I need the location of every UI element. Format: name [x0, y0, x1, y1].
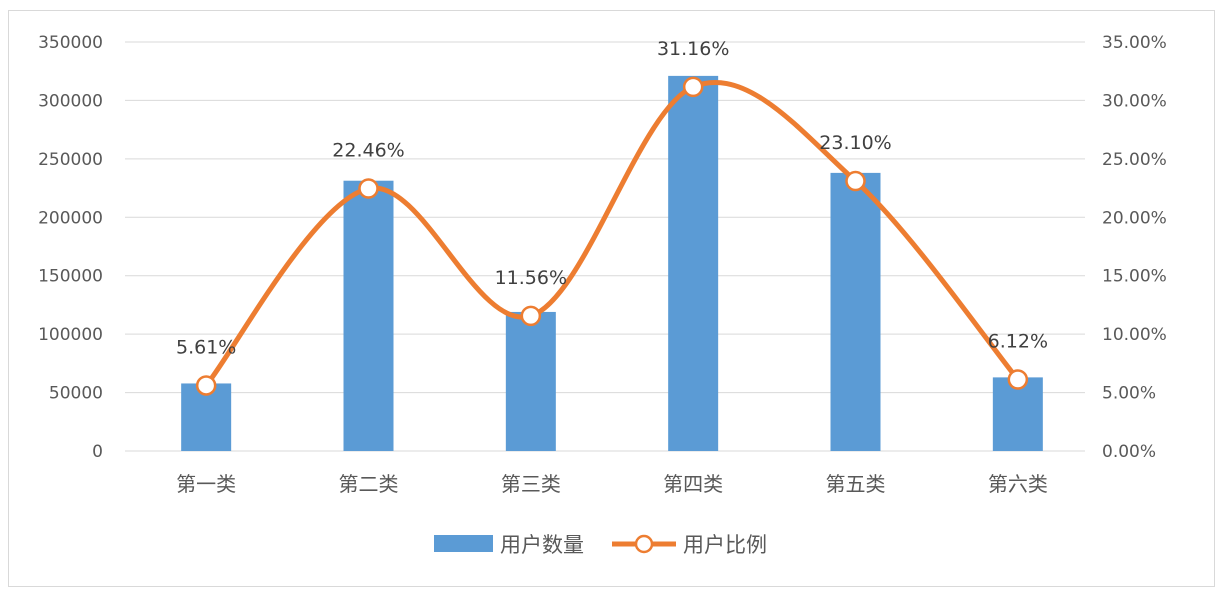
left-tick-label: 150000 — [38, 267, 103, 287]
line-marker — [358, 178, 379, 199]
data-label: 6.12% — [988, 330, 1048, 352]
legend-bar-swatch — [434, 535, 493, 552]
left-tick-label: 0 — [92, 442, 103, 462]
line-marker — [845, 170, 866, 192]
data-label: 11.56% — [495, 267, 567, 289]
category-label: 第五类 — [826, 472, 886, 496]
legend-bar-label: 用户数量 — [500, 533, 584, 557]
category-label: 第一类 — [176, 472, 236, 496]
legend-line-label: 用户比例 — [683, 533, 767, 557]
category-label: 第三类 — [501, 472, 561, 496]
data-label: 23.10% — [819, 132, 891, 154]
bar — [830, 172, 881, 451]
line-marker — [682, 76, 704, 98]
left-tick-label: 200000 — [38, 208, 103, 228]
right-tick-label: 5.00% — [1102, 384, 1156, 404]
line-marker — [1007, 369, 1029, 390]
right-tick-label: 0.00% — [1102, 442, 1156, 462]
right-tick-label: 30.00% — [1102, 91, 1167, 111]
right-tick-label: 35.00% — [1102, 33, 1167, 53]
data-label: 22.46% — [332, 140, 404, 162]
category-label: 第二类 — [339, 472, 399, 496]
ratio-line — [204, 79, 1020, 388]
category-label: 第四类 — [663, 472, 723, 496]
legend-line-marker — [634, 534, 654, 554]
line-marker — [195, 375, 217, 396]
data-label: 31.16% — [657, 38, 729, 60]
right-tick-label: 25.00% — [1102, 150, 1167, 170]
data-label: 5.61% — [176, 336, 236, 358]
line-marker — [520, 305, 542, 327]
bar — [343, 180, 394, 452]
left-tick-label: 350000 — [38, 33, 103, 53]
left-tick-label: 50000 — [49, 384, 103, 404]
right-tick-label: 10.00% — [1102, 325, 1167, 345]
bar — [505, 311, 556, 451]
right-tick-label: 15.00% — [1102, 267, 1167, 287]
left-tick-label: 100000 — [38, 325, 103, 345]
left-tick-label: 250000 — [38, 150, 103, 170]
category-label: 第六类 — [988, 472, 1048, 496]
left-tick-label: 300000 — [38, 91, 103, 111]
chart-frame — [8, 10, 1215, 587]
right-tick-label: 20.00% — [1102, 208, 1167, 228]
bar — [668, 75, 719, 451]
